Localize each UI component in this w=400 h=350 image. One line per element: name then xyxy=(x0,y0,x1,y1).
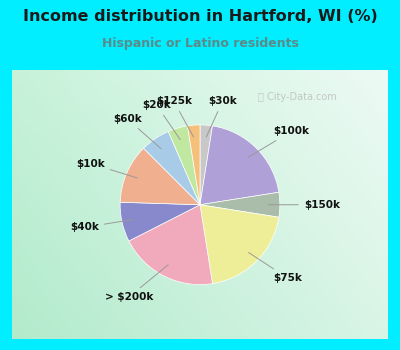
Text: $75k: $75k xyxy=(249,253,302,283)
Wedge shape xyxy=(188,125,200,205)
Wedge shape xyxy=(200,125,212,205)
Wedge shape xyxy=(120,148,200,205)
Text: $10k: $10k xyxy=(76,159,137,178)
Wedge shape xyxy=(200,192,280,217)
Wedge shape xyxy=(129,205,212,285)
Wedge shape xyxy=(200,126,279,205)
Text: $20k: $20k xyxy=(142,100,180,140)
Wedge shape xyxy=(144,132,200,205)
Text: $60k: $60k xyxy=(113,114,161,149)
Text: > $200k: > $200k xyxy=(104,265,168,302)
Wedge shape xyxy=(200,205,279,284)
Text: $150k: $150k xyxy=(268,200,340,210)
Text: $100k: $100k xyxy=(249,126,309,157)
Wedge shape xyxy=(168,126,200,205)
Text: Hispanic or Latino residents: Hispanic or Latino residents xyxy=(102,37,298,50)
Text: Income distribution in Hartford, WI (%): Income distribution in Hartford, WI (%) xyxy=(23,9,377,24)
Text: ⓘ City-Data.com: ⓘ City-Data.com xyxy=(258,92,337,102)
Wedge shape xyxy=(120,202,200,241)
Text: $30k: $30k xyxy=(206,96,237,137)
Text: $40k: $40k xyxy=(70,219,133,232)
Text: $125k: $125k xyxy=(156,96,194,137)
